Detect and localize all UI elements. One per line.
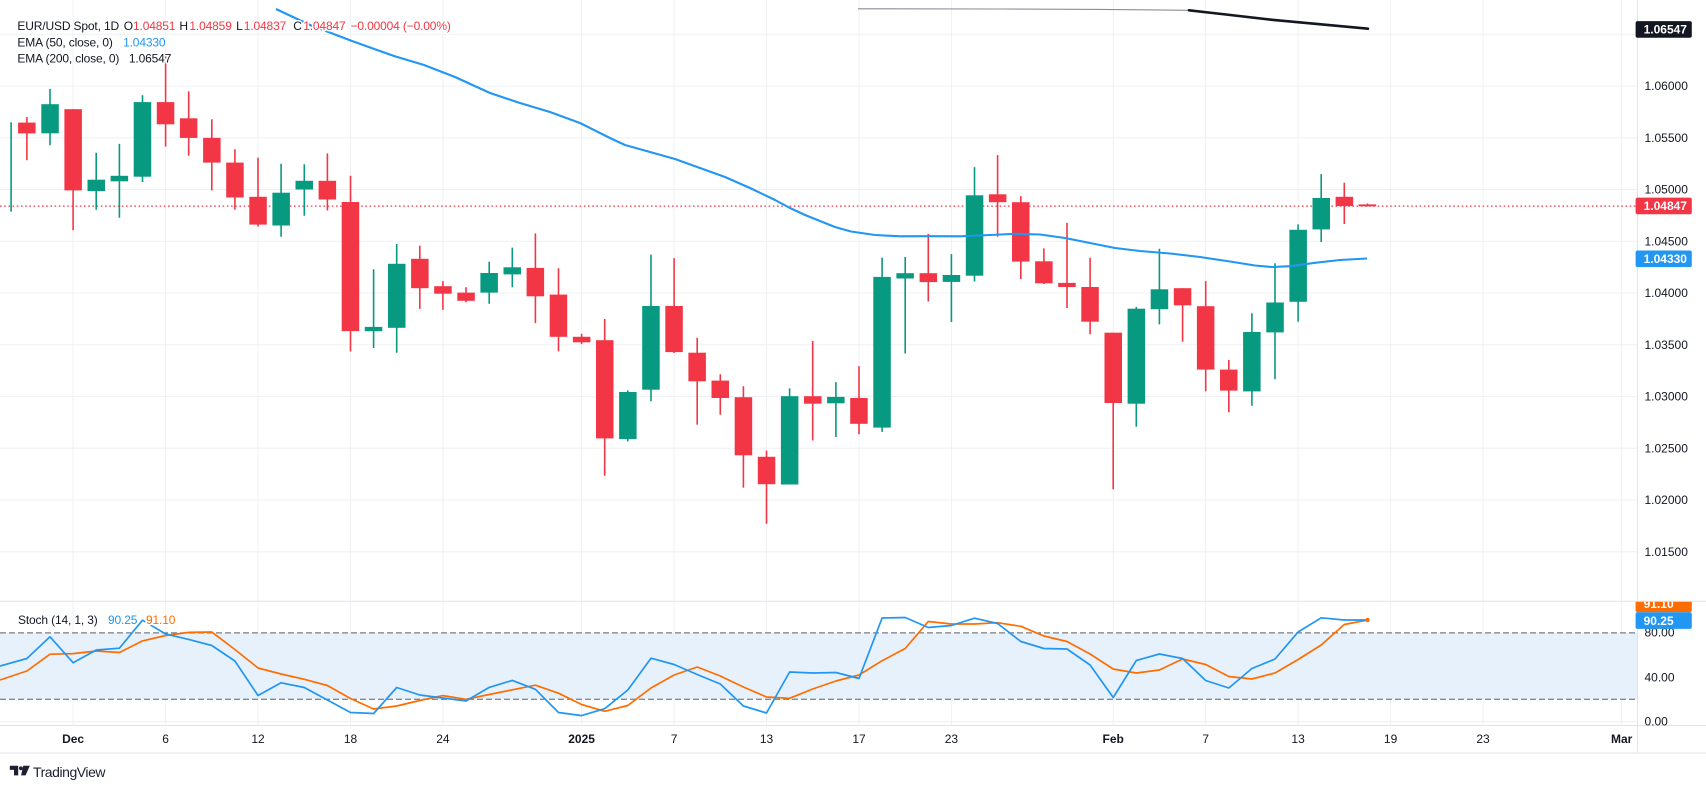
svg-text:1.01500: 1.01500 — [1645, 545, 1689, 559]
svg-text:1.02500: 1.02500 — [1645, 441, 1689, 455]
svg-text:90.25: 90.25 — [108, 613, 138, 627]
svg-text:1.04330: 1.04330 — [123, 36, 166, 50]
svg-text:91.10: 91.10 — [146, 613, 176, 627]
svg-text:12: 12 — [251, 732, 265, 746]
svg-text:1.05000: 1.05000 — [1645, 183, 1689, 197]
svg-text:1.06547: 1.06547 — [129, 52, 172, 66]
svg-text:Mar: Mar — [1611, 732, 1633, 746]
svg-text:TradingView: TradingView — [33, 764, 106, 780]
svg-text:−0.00004 (−0.00%): −0.00004 (−0.00%) — [351, 19, 451, 33]
svg-text:2025: 2025 — [568, 732, 595, 746]
svg-text:91.10: 91.10 — [1644, 597, 1674, 611]
svg-text:C: C — [293, 19, 302, 33]
svg-text:L: L — [236, 19, 243, 33]
svg-text:Stoch (14, 1, 3): Stoch (14, 1, 3) — [18, 613, 98, 627]
svg-text:1.03500: 1.03500 — [1645, 338, 1689, 352]
svg-text:24: 24 — [436, 732, 450, 746]
svg-text:O: O — [124, 19, 133, 33]
svg-text:H: H — [179, 19, 188, 33]
svg-text:17: 17 — [852, 732, 866, 746]
svg-text:19: 19 — [1384, 732, 1398, 746]
svg-text:1.04000: 1.04000 — [1645, 286, 1689, 300]
svg-text:EMA (50, close, 0): EMA (50, close, 0) — [17, 36, 112, 50]
svg-text:6: 6 — [162, 732, 169, 746]
svg-text:1.04837: 1.04837 — [244, 19, 287, 33]
svg-text:EUR/USD Spot, 1D: EUR/USD Spot, 1D — [17, 19, 119, 33]
svg-text:1.06547: 1.06547 — [1644, 23, 1688, 37]
svg-text:40.00: 40.00 — [1645, 671, 1675, 685]
svg-text:1.06000: 1.06000 — [1645, 79, 1689, 93]
svg-text:1.04851: 1.04851 — [133, 19, 176, 33]
svg-text:Dec: Dec — [62, 732, 84, 746]
svg-text:EMA (200, close, 0): EMA (200, close, 0) — [17, 52, 119, 66]
svg-text:0.00: 0.00 — [1645, 715, 1669, 729]
svg-text:1.04847: 1.04847 — [1644, 199, 1688, 213]
svg-text:1.04859: 1.04859 — [189, 19, 232, 33]
svg-text:13: 13 — [760, 732, 774, 746]
svg-text:7: 7 — [1202, 732, 1209, 746]
svg-text:7: 7 — [671, 732, 678, 746]
svg-text:1.03000: 1.03000 — [1645, 390, 1689, 404]
svg-text:1.04500: 1.04500 — [1645, 234, 1689, 248]
svg-text:23: 23 — [1476, 732, 1490, 746]
svg-text:23: 23 — [945, 732, 959, 746]
svg-text:13: 13 — [1291, 732, 1305, 746]
svg-text:1.05500: 1.05500 — [1645, 131, 1689, 145]
svg-text:1.04330: 1.04330 — [1644, 252, 1688, 266]
svg-text:18: 18 — [344, 732, 358, 746]
svg-text:80.00: 80.00 — [1645, 625, 1675, 639]
svg-text:1.02000: 1.02000 — [1645, 493, 1689, 507]
svg-text:1.04847: 1.04847 — [303, 19, 346, 33]
svg-text:90.25: 90.25 — [1644, 614, 1674, 628]
svg-text:Feb: Feb — [1103, 732, 1124, 746]
